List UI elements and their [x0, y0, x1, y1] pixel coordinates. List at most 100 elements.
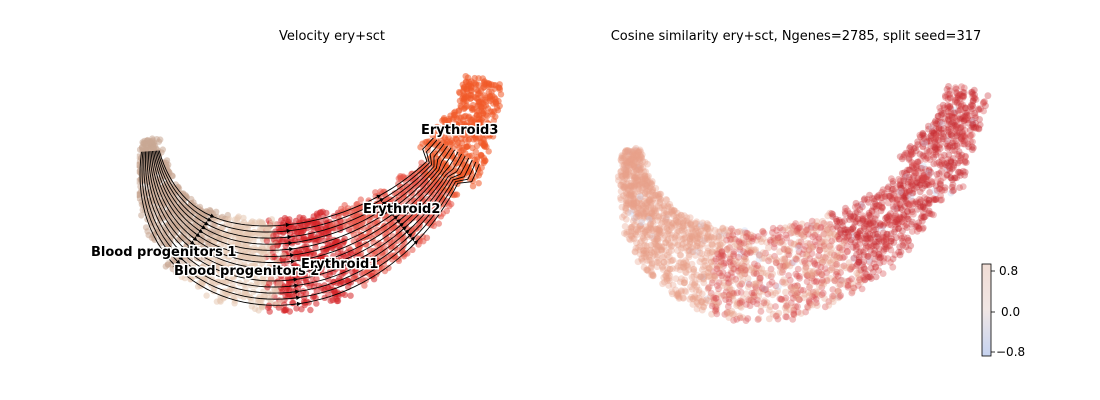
cell-point [267, 296, 275, 304]
cell-point [817, 270, 825, 278]
cell-point [724, 246, 731, 254]
cell-point [730, 265, 738, 273]
cell-point [177, 201, 184, 208]
cell-point [827, 249, 835, 256]
cell-point [958, 92, 966, 100]
cell-point [900, 239, 908, 247]
cell-point [780, 276, 788, 284]
cell-point [925, 171, 933, 179]
cell-point [207, 230, 214, 237]
cell-point [234, 216, 241, 223]
cell-point [459, 81, 466, 88]
streamline-arrow [283, 228, 292, 234]
cell-point [875, 191, 883, 199]
cell-point [895, 175, 903, 183]
cell-point [925, 207, 933, 215]
cell-point [654, 202, 662, 210]
cell-point [443, 207, 450, 215]
cell-point [618, 203, 626, 211]
cell-point [894, 220, 902, 228]
cell-point [334, 297, 342, 305]
cell-point [839, 222, 847, 230]
cell-point [769, 270, 776, 278]
cell-point [279, 229, 287, 236]
cell-point [889, 178, 897, 185]
cell-point [736, 299, 744, 307]
cell-point [669, 210, 676, 218]
streamline-arrow [284, 234, 293, 240]
velocity-title: Velocity ery+sct [279, 29, 385, 44]
cell-point [775, 283, 782, 291]
cell-point [288, 234, 296, 241]
cell-point [934, 112, 942, 120]
cell-point [627, 236, 634, 244]
cell-point [273, 289, 280, 296]
streamline-arrow [285, 246, 294, 252]
cell-point [690, 273, 698, 280]
cluster-label-blood-progenitors-1: Blood progenitors 1 [91, 245, 236, 260]
cell-point [714, 250, 721, 258]
cell-point [848, 275, 856, 283]
cosine-similarity-panel: Cosine similarity ery+sct, Ngenes=2785, … [611, 29, 1025, 359]
cell-point [803, 278, 811, 285]
cell-point [475, 180, 482, 187]
cell-point [665, 248, 673, 256]
cosine-title: Cosine similarity ery+sct, Ngenes=2785, … [611, 29, 982, 44]
cell-point [292, 225, 299, 232]
cell-point [471, 74, 478, 82]
cell-point [682, 268, 689, 276]
cell-point [822, 238, 829, 246]
cell-point [708, 279, 716, 287]
cell-point [835, 288, 843, 295]
cell-point [494, 107, 502, 114]
cell-point [307, 306, 314, 314]
cell-point [265, 302, 273, 309]
cell-point [700, 263, 707, 271]
cell-point [263, 237, 271, 245]
cell-point [792, 270, 800, 278]
cell-point [695, 286, 703, 294]
cell-point [981, 98, 988, 105]
cell-point [481, 143, 488, 150]
cell-point [250, 253, 258, 261]
cell-point [968, 143, 976, 151]
cell-point [450, 111, 458, 119]
cell-point [705, 268, 712, 276]
cell-point [264, 225, 272, 233]
cell-point [621, 223, 629, 230]
cell-point [251, 305, 259, 312]
cell-point [871, 197, 878, 205]
cell-point [653, 235, 661, 242]
cell-point [735, 280, 742, 288]
cell-point [313, 210, 321, 217]
cell-point [828, 210, 836, 217]
cell-point [691, 279, 699, 286]
cell-point [633, 213, 640, 221]
cell-point [465, 82, 473, 89]
cell-point [754, 316, 762, 323]
cell-point [943, 172, 951, 179]
cell-point [828, 237, 836, 245]
cell-point [678, 288, 685, 295]
cell-point [807, 290, 815, 297]
cell-point [832, 254, 840, 262]
cell-point [887, 246, 895, 254]
cell-point [663, 196, 671, 204]
cell-point [916, 188, 924, 196]
cell-point [138, 212, 145, 219]
cell-point [453, 141, 461, 149]
cell-point [483, 111, 490, 118]
cell-point [920, 203, 927, 211]
cell-point [782, 288, 789, 296]
cell-point [745, 281, 753, 288]
cell-point [870, 203, 877, 211]
cell-point [650, 240, 658, 248]
cell-point [464, 94, 471, 101]
cell-point [717, 258, 725, 265]
cell-point [865, 209, 873, 217]
cell-point [904, 215, 911, 223]
cell-point [293, 305, 300, 312]
cell-point [144, 228, 151, 235]
cell-point [469, 183, 477, 190]
